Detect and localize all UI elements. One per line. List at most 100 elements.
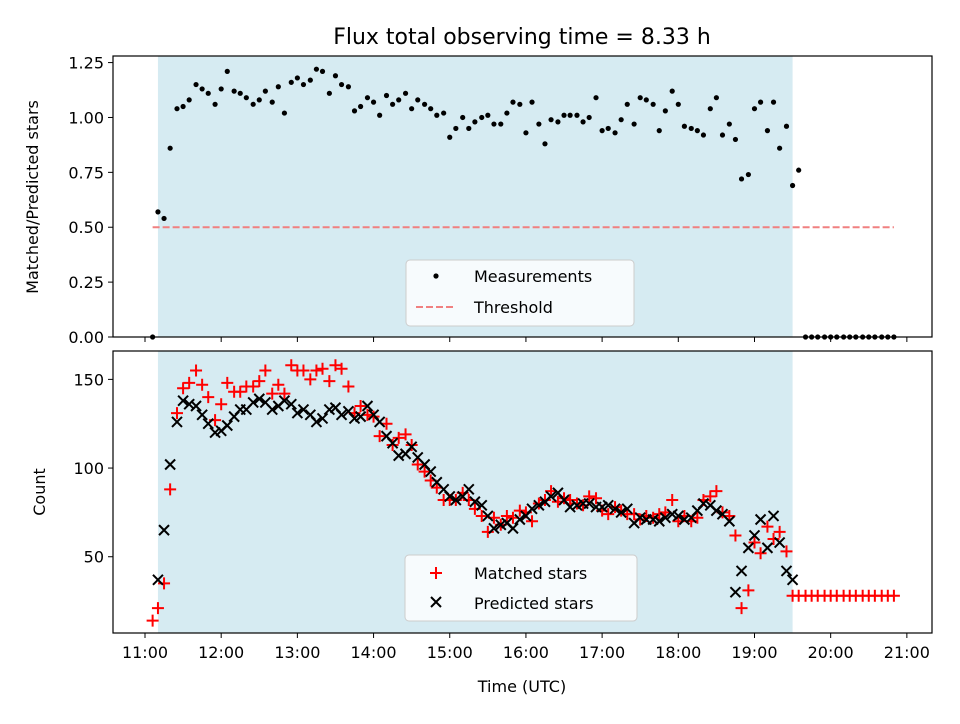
predicted-stars-point: [164, 458, 176, 471]
matched-stars-point: [602, 508, 615, 521]
matched-stars-point: [342, 380, 355, 393]
measurement-point: [504, 110, 510, 116]
matched-stars-point: [558, 492, 571, 505]
matched-stars-point: [386, 439, 399, 451]
matched-stars-point: [170, 407, 183, 420]
measurement-point: [288, 79, 294, 85]
predicted-stars-point: [361, 400, 374, 412]
measurement-point: [466, 125, 472, 132]
matched-stars-point: [761, 520, 774, 533]
predicted-stars-point: [786, 574, 799, 586]
matched-stars-point: [247, 380, 260, 393]
top-y-tick-label: 0.25: [68, 273, 104, 292]
matched-stars-point: [513, 504, 526, 517]
predicted-stars-point: [285, 398, 297, 410]
matched-stars-point: [259, 364, 272, 377]
predicted-stars-point: [533, 499, 545, 512]
matched-stars-point: [735, 602, 748, 615]
measurement-point: [719, 132, 726, 138]
measurement-point: [434, 112, 440, 118]
matched-stars-point: [183, 376, 196, 389]
predicted-stars-point: [615, 506, 627, 519]
matched-stars-point: [151, 602, 164, 615]
x-tick-label: 15:00: [427, 643, 473, 662]
x-tick-label: 16:00: [503, 643, 549, 662]
measurement-point: [593, 95, 599, 101]
measurement-point: [523, 130, 529, 136]
measurement-point: [262, 88, 268, 94]
predicted-stars-point: [514, 513, 526, 526]
matched-stars-point: [354, 399, 367, 412]
predicted-stars-point: [266, 403, 278, 416]
measurement-point: [275, 84, 281, 90]
measurement-point: [155, 209, 161, 215]
measurement-point: [396, 97, 402, 103]
measurement-point: [498, 121, 504, 127]
measurement-point: [224, 68, 230, 74]
measurement-point: [402, 90, 409, 96]
measurement-point: [777, 145, 783, 151]
x-tick-label: 17:00: [579, 643, 625, 662]
measurement-point: [561, 112, 567, 118]
matched-stars-point: [773, 525, 786, 538]
predicted-stars-point: [247, 396, 259, 409]
matched-stars-point: [310, 364, 323, 377]
predicted-stars-point: [507, 522, 519, 535]
measurement-point: [237, 90, 243, 96]
measurement-point: [485, 112, 491, 118]
measurement-point: [250, 101, 256, 107]
predicted-stars-point: [526, 503, 538, 515]
bottom-y-tick-label: 150: [73, 370, 104, 389]
predicted-stars-point: [545, 490, 557, 503]
predicted-stars-point: [488, 522, 500, 535]
predicted-stars-point: [469, 496, 481, 508]
measurement-point: [231, 88, 237, 94]
bottom-y-axis-label: Count: [30, 468, 49, 516]
measurement-point: [243, 95, 249, 101]
predicted-stars-point: [158, 524, 170, 536]
measurement-point: [460, 114, 466, 121]
predicted-stars-point: [602, 499, 614, 512]
matched-stars-point: [285, 359, 298, 372]
predicted-stars-point: [190, 400, 202, 412]
predicted-stars-point: [476, 499, 488, 512]
matched-stars-point: [418, 465, 431, 478]
measurement-point: [193, 81, 199, 88]
predicted-stars-point: [424, 465, 437, 478]
measurement-point: [580, 119, 586, 125]
top-legend: Measurements Threshold: [405, 259, 635, 327]
legend-matched-label: Matched stars: [474, 564, 587, 583]
matched-stars-point: [297, 364, 310, 377]
predicted-stars-point: [310, 416, 323, 428]
predicted-stars-point: [564, 501, 576, 513]
predicted-stars-point: [780, 565, 793, 577]
measurement-point: [326, 90, 332, 96]
measurement-point: [631, 121, 637, 127]
matched-stars-point: [538, 493, 551, 506]
matched-stars-point: [748, 536, 761, 549]
top-y-tick-label: 1.00: [68, 108, 104, 127]
predicted-stars-point: [659, 512, 672, 524]
x-tick-label: 14:00: [351, 643, 397, 662]
measurement-point: [409, 106, 415, 112]
predicted-stars-point: [202, 418, 214, 430]
measurement-point: [370, 99, 377, 105]
top-y-tick-label: 1.25: [68, 54, 104, 73]
x-tick-label: 11:00: [122, 643, 168, 662]
x-tick-label: 18:00: [655, 643, 701, 662]
bottom-legend-box: [404, 554, 638, 622]
predicted-stars-point: [748, 529, 761, 542]
measurement-point: [770, 99, 777, 105]
matched-stars-point: [177, 382, 190, 395]
measurement-point: [700, 132, 707, 138]
legend-measurements-marker: [433, 273, 439, 279]
matched-stars-point: [666, 493, 679, 506]
matched-stars-point: [887, 589, 900, 602]
matched-stars-point: [767, 533, 780, 545]
predicted-stars-point: [392, 449, 405, 462]
top-y-tick-label: 0.50: [68, 218, 104, 237]
matched-stars-point: [190, 364, 203, 377]
measurement-point: [764, 128, 771, 134]
measurement-point: [726, 121, 732, 127]
predicted-stars-point: [482, 510, 494, 522]
